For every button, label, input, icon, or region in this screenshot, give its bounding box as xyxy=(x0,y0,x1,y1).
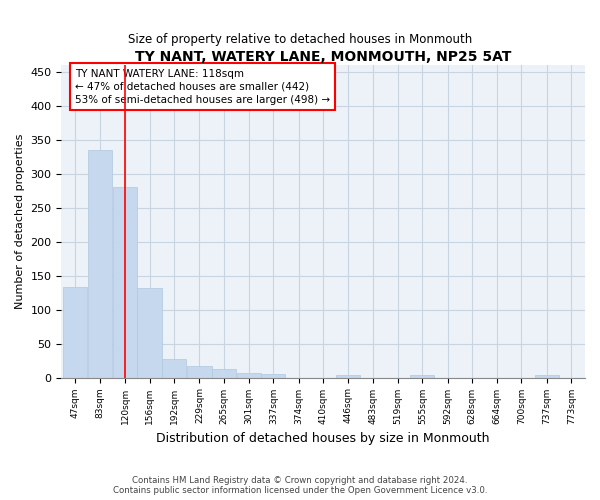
Bar xyxy=(410,375,434,378)
Bar xyxy=(335,375,360,378)
Bar xyxy=(535,375,559,378)
Bar xyxy=(137,288,162,378)
Bar xyxy=(236,373,261,378)
Y-axis label: Number of detached properties: Number of detached properties xyxy=(15,134,25,309)
Bar xyxy=(63,287,87,378)
X-axis label: Distribution of detached houses by size in Monmouth: Distribution of detached houses by size … xyxy=(157,432,490,445)
Bar xyxy=(187,366,212,378)
Title: TY NANT, WATERY LANE, MONMOUTH, NP25 5AT: TY NANT, WATERY LANE, MONMOUTH, NP25 5AT xyxy=(135,50,511,64)
Bar xyxy=(113,188,137,378)
Bar xyxy=(212,370,236,378)
Text: Size of property relative to detached houses in Monmouth: Size of property relative to detached ho… xyxy=(128,32,472,46)
Text: Contains HM Land Registry data © Crown copyright and database right 2024.
Contai: Contains HM Land Registry data © Crown c… xyxy=(113,476,487,495)
Text: TY NANT WATERY LANE: 118sqm
← 47% of detached houses are smaller (442)
53% of se: TY NANT WATERY LANE: 118sqm ← 47% of det… xyxy=(75,68,330,105)
Bar xyxy=(261,374,286,378)
Bar xyxy=(88,150,112,378)
Bar xyxy=(162,359,187,378)
